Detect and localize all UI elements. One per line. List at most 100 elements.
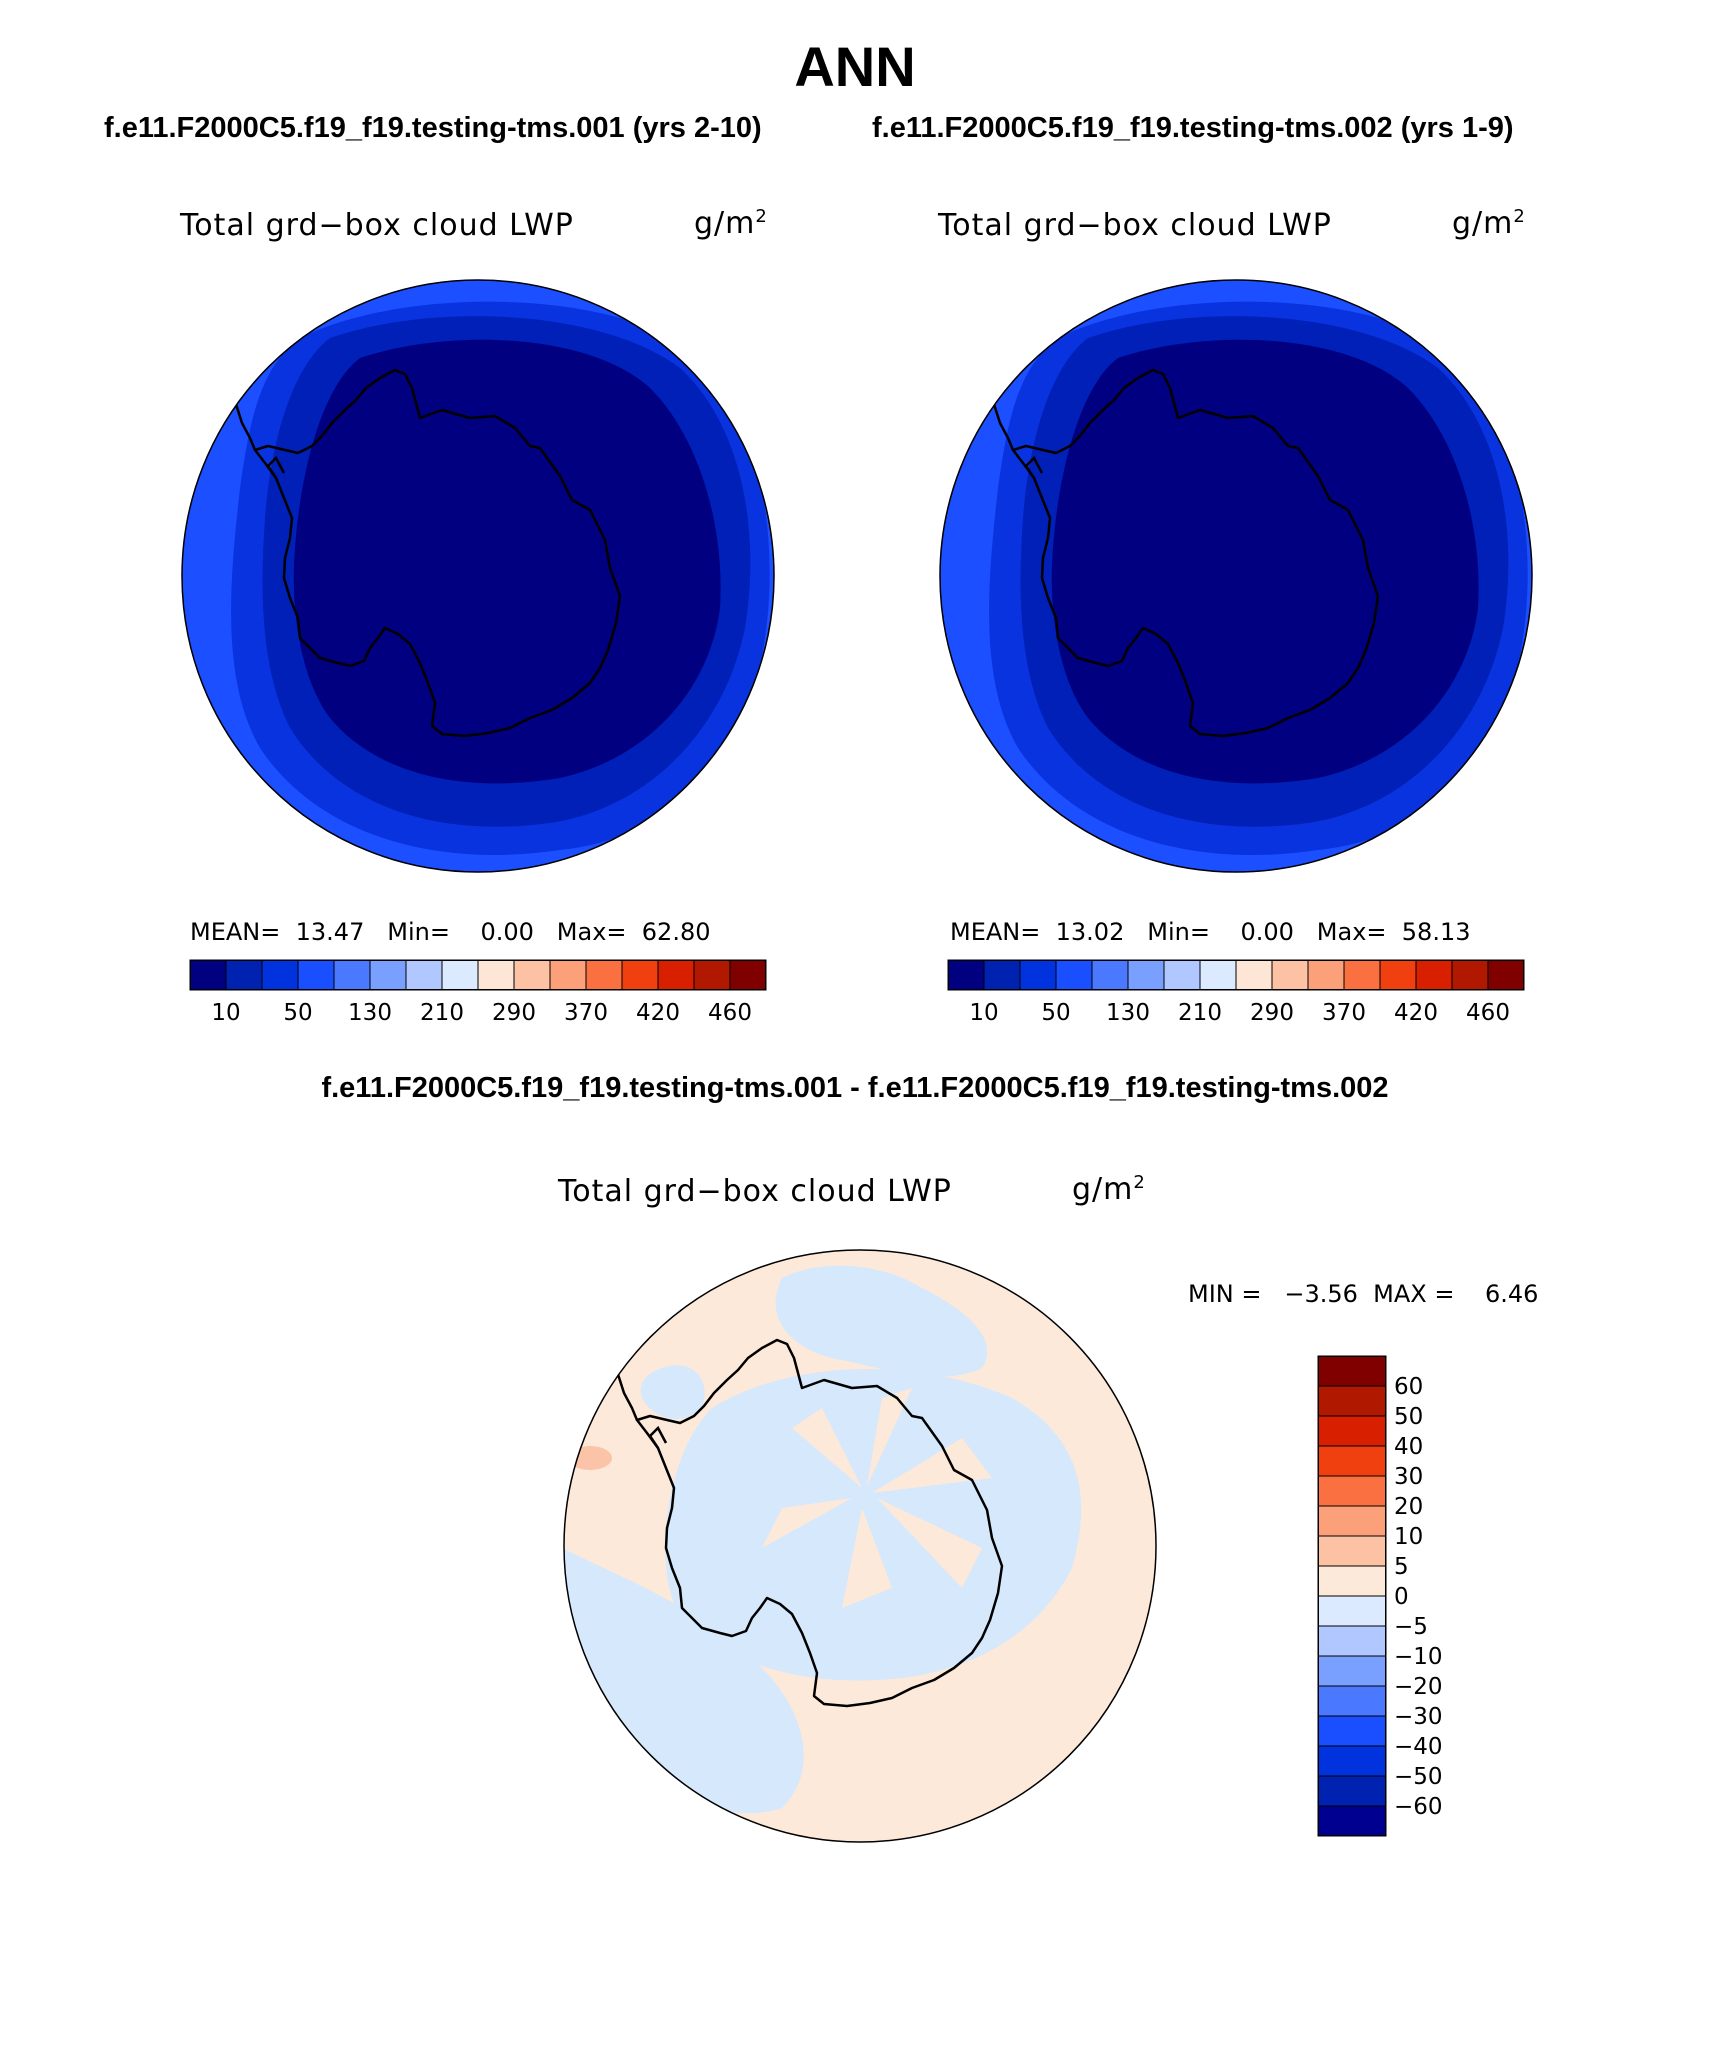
colorbar-swatch bbox=[405, 959, 443, 991]
colorbar-swatch bbox=[333, 959, 371, 991]
colorbar-swatch bbox=[225, 959, 263, 991]
panel2-colorbar bbox=[947, 959, 1525, 991]
panel1-stats: MEAN= 13.47 Min= 0.00 Max= 62.80 bbox=[190, 918, 711, 946]
colorbar-tick-label: 50 bbox=[1394, 1404, 1424, 1430]
panel2-colorbar-labels: 10 50 130 210 290 370 420 460 bbox=[948, 1000, 1524, 1030]
colorbar-swatch bbox=[1019, 959, 1057, 991]
colorbar-swatch bbox=[1199, 959, 1237, 991]
panel2-variable-label: Total grd−box cloud LWP bbox=[938, 208, 1332, 243]
colorbar-swatch bbox=[1317, 1655, 1387, 1687]
panel1-colorbar bbox=[189, 959, 767, 991]
colorbar-swatch bbox=[621, 959, 659, 991]
colorbar-swatch bbox=[297, 959, 335, 991]
colorbar-swatch bbox=[441, 959, 479, 991]
diff-antarctica-coast bbox=[635, 1338, 1004, 1708]
panel1-units-label: g/m2 bbox=[694, 206, 768, 241]
colorbar-swatch bbox=[729, 959, 767, 991]
colorbar-tick-label: 290 bbox=[492, 1000, 536, 1026]
colorbar-tick-label: 60 bbox=[1394, 1374, 1424, 1400]
colorbar-tick-label: 290 bbox=[1250, 1000, 1294, 1026]
colorbar-swatch bbox=[1163, 959, 1201, 991]
colorbar-tick-label: −30 bbox=[1394, 1704, 1443, 1730]
diff-map bbox=[563, 1249, 1157, 1843]
diff-positive-streaks bbox=[762, 1388, 992, 1608]
colorbar-swatch bbox=[1055, 959, 1093, 991]
panel2-stats: MEAN= 13.02 Min= 0.00 Max= 58.13 bbox=[950, 918, 1471, 946]
colorbar-swatch bbox=[1307, 959, 1345, 991]
colorbar-swatch bbox=[1317, 1775, 1387, 1807]
diff-variable-label: Total grd−box cloud LWP bbox=[558, 1174, 952, 1209]
colorbar-swatch bbox=[1317, 1355, 1387, 1387]
colorbar-swatch bbox=[983, 959, 1021, 991]
colorbar-swatch bbox=[477, 959, 515, 991]
colorbar-swatch bbox=[1317, 1415, 1387, 1447]
panel2-antarctica-coast bbox=[1011, 368, 1380, 738]
colorbar-swatch bbox=[1317, 1715, 1387, 1747]
diff-title: f.e11.F2000C5.f19_f19.testing-tms.001 - … bbox=[321, 1072, 1389, 1104]
colorbar-tick-label: 50 bbox=[283, 1000, 313, 1026]
diff-units-label: g/m2 bbox=[1072, 1172, 1146, 1207]
colorbar-swatch bbox=[1317, 1445, 1387, 1477]
panel1-antarctica-coast bbox=[253, 368, 622, 738]
colorbar-tick-label: −40 bbox=[1394, 1734, 1443, 1760]
colorbar-swatch bbox=[1317, 1565, 1387, 1597]
colorbar-swatch bbox=[549, 959, 587, 991]
colorbar-tick-label: −50 bbox=[1394, 1764, 1443, 1790]
colorbar-swatch bbox=[1343, 959, 1381, 991]
colorbar-tick-label: 210 bbox=[420, 1000, 464, 1026]
colorbar-swatch bbox=[657, 959, 695, 991]
colorbar-swatch bbox=[1271, 959, 1309, 991]
colorbar-tick-label: 10 bbox=[1394, 1524, 1424, 1550]
panel1-map bbox=[181, 279, 775, 873]
colorbar-swatch bbox=[1317, 1625, 1387, 1657]
colorbar-swatch bbox=[1415, 959, 1453, 991]
colorbar-swatch bbox=[1235, 959, 1273, 991]
colorbar-tick-label: 0 bbox=[1394, 1584, 1409, 1610]
diff-colorbar bbox=[1317, 1355, 1387, 1837]
colorbar-tick-label: 370 bbox=[1322, 1000, 1366, 1026]
panel2-units-label: g/m2 bbox=[1452, 206, 1526, 241]
colorbar-swatch bbox=[369, 959, 407, 991]
colorbar-tick-label: 130 bbox=[1106, 1000, 1150, 1026]
colorbar-swatch bbox=[1317, 1685, 1387, 1717]
panel2-center-field bbox=[1051, 339, 1479, 784]
colorbar-swatch bbox=[189, 959, 227, 991]
case1-title: f.e11.F2000C5.f19_f19.testing-tms.001 (y… bbox=[104, 112, 762, 144]
case2-title: f.e11.F2000C5.f19_f19.testing-tms.002 (y… bbox=[872, 112, 1514, 144]
panel1-variable-label: Total grd−box cloud LWP bbox=[180, 208, 574, 243]
page-title: ANN bbox=[794, 35, 916, 98]
panel1-center-field bbox=[293, 339, 721, 784]
colorbar-tick-label: 210 bbox=[1178, 1000, 1222, 1026]
colorbar-tick-label: 5 bbox=[1394, 1554, 1409, 1580]
colorbar-tick-label: 420 bbox=[636, 1000, 680, 1026]
panel2-map bbox=[939, 279, 1533, 873]
colorbar-tick-label: −20 bbox=[1394, 1674, 1443, 1700]
colorbar-tick-label: 370 bbox=[564, 1000, 608, 1026]
colorbar-tick-label: 30 bbox=[1394, 1464, 1424, 1490]
colorbar-swatch bbox=[1127, 959, 1165, 991]
colorbar-tick-label: 460 bbox=[708, 1000, 752, 1026]
colorbar-tick-label: 50 bbox=[1041, 1000, 1071, 1026]
diff-negative-north bbox=[775, 1265, 988, 1377]
colorbar-swatch bbox=[585, 959, 623, 991]
colorbar-swatch bbox=[1317, 1505, 1387, 1537]
colorbar-swatch bbox=[1317, 1805, 1387, 1837]
colorbar-swatch bbox=[1451, 959, 1489, 991]
colorbar-tick-label: 420 bbox=[1394, 1000, 1438, 1026]
panel1-colorbar-labels: 10 50 130 210 290 370 420 460 bbox=[190, 1000, 766, 1030]
colorbar-swatch bbox=[1487, 959, 1525, 991]
colorbar-swatch bbox=[1317, 1595, 1387, 1627]
colorbar-swatch bbox=[1317, 1475, 1387, 1507]
colorbar-swatch bbox=[1317, 1385, 1387, 1417]
colorbar-tick-label: 10 bbox=[211, 1000, 241, 1026]
colorbar-tick-label: 130 bbox=[348, 1000, 392, 1026]
colorbar-tick-label: 460 bbox=[1466, 1000, 1510, 1026]
colorbar-swatch bbox=[1317, 1535, 1387, 1567]
colorbar-tick-label: 20 bbox=[1394, 1494, 1424, 1520]
diff-negative-northwest bbox=[640, 1365, 705, 1419]
colorbar-swatch bbox=[947, 959, 985, 991]
colorbar-tick-label: 10 bbox=[969, 1000, 999, 1026]
colorbar-tick-label: −5 bbox=[1394, 1614, 1428, 1640]
colorbar-swatch bbox=[693, 959, 731, 991]
colorbar-swatch bbox=[513, 959, 551, 991]
